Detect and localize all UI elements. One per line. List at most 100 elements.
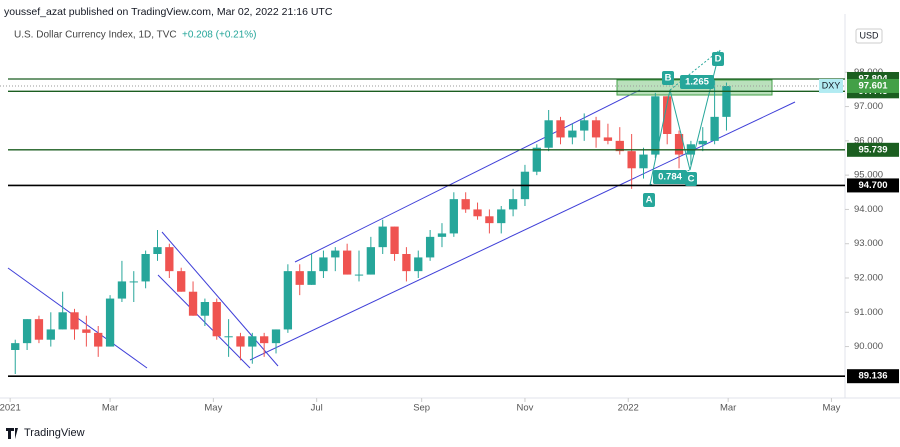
pattern-label-box: [643, 193, 655, 207]
candle-body: [165, 247, 174, 272]
ratio-box: [680, 75, 714, 89]
candle-body: [22, 319, 32, 344]
candle-body: [46, 329, 55, 340]
candle-body: [307, 271, 316, 285]
candle-body: [449, 199, 458, 234]
candle-body: [437, 233, 447, 237]
candle-body: [390, 226, 399, 254]
candle-body: [532, 147, 541, 172]
y-tick-label: 94.000: [854, 204, 883, 215]
y-tick-label: 96.000: [854, 135, 883, 146]
candle-body: [651, 96, 660, 155]
candle-body: [698, 140, 707, 145]
candle-body: [342, 250, 352, 275]
x-tick-label: 2021: [0, 403, 21, 414]
level-tag: [847, 142, 899, 157]
candle-body: [461, 199, 470, 210]
ratio-box: [653, 170, 687, 184]
x-tick-label: 2022: [618, 403, 639, 414]
candle-body: [283, 271, 293, 330]
pattern-label: C: [688, 174, 695, 185]
pattern-label-box: [685, 172, 697, 186]
candle-body: [58, 312, 67, 330]
candle-body: [663, 96, 672, 134]
x-tick-label: Jul: [311, 403, 323, 414]
candle-body: [378, 226, 387, 248]
candle-body: [271, 329, 281, 344]
candle-body: [117, 281, 127, 299]
ratio-label: 0.784: [658, 172, 682, 183]
y-tick-label: 95.000: [854, 170, 883, 181]
x-tick-label: Nov: [516, 403, 533, 414]
candle-body: [366, 247, 376, 275]
candle-body: [497, 209, 506, 224]
y-tick-label: 92.000: [854, 273, 883, 284]
candle-body: [425, 236, 435, 258]
pattern-label-box: [662, 71, 674, 85]
x-tick-label: Mar: [720, 403, 736, 414]
candle-body: [603, 137, 613, 141]
candle-body: [544, 120, 553, 148]
candle-body: [295, 271, 304, 285]
candle-body: [212, 302, 221, 337]
y-tick-label: 93.000: [854, 238, 883, 249]
x-tick-label: May: [822, 403, 840, 414]
last-price-label: 97.601: [858, 80, 888, 91]
candle-body: [70, 312, 79, 330]
candle-body: [485, 216, 494, 224]
candle-body: [591, 120, 601, 138]
candle-body: [331, 250, 340, 258]
level-label: 95.739: [858, 144, 887, 155]
level-label: 89.136: [858, 371, 887, 382]
x-tick-label: Mar: [102, 403, 118, 414]
candle-body: [722, 86, 731, 117]
candle-body: [627, 151, 636, 169]
candle-body: [105, 298, 115, 347]
candle-body: [177, 271, 186, 292]
level-label: 94.700: [858, 180, 887, 191]
pattern-label-box: [712, 52, 724, 66]
x-tick-label: Sep: [413, 403, 430, 414]
candle-body: [141, 254, 150, 282]
candle-body: [94, 332, 103, 347]
candle-body: [153, 247, 162, 254]
candle-body: [34, 319, 44, 340]
last-price-tag: [847, 78, 899, 93]
brand: TradingView: [24, 427, 85, 439]
candle-body: [556, 120, 565, 138]
candle-body: [580, 120, 589, 131]
pattern-label: B: [665, 73, 672, 84]
symbol-label: DXY: [822, 80, 841, 90]
price-change: +0.208 (+0.21%): [182, 30, 257, 41]
candle-body: [11, 343, 20, 350]
candle-body: [129, 281, 138, 283]
candle-body: [568, 130, 577, 138]
pattern-label: D: [715, 54, 722, 65]
candle-body: [319, 257, 328, 272]
level-tag: [847, 178, 899, 193]
candle-body: [674, 134, 684, 155]
brand-logo: [6, 428, 18, 439]
x-tick-label: May: [204, 403, 222, 414]
level-tag: [847, 369, 899, 384]
y-tick-label: 97.000: [854, 101, 883, 112]
symbol-title: U.S. Dollar Currency Index, 1D, TVC: [14, 30, 177, 41]
candle-body: [248, 336, 257, 347]
candle-body: [710, 116, 719, 141]
symbol-tag: [819, 78, 843, 93]
candle-body: [473, 209, 482, 217]
candle-body: [188, 291, 198, 316]
candle-body: [260, 336, 269, 344]
currency-box: [855, 28, 883, 44]
candle-body: [414, 257, 423, 272]
ratio-label: 1.265: [685, 77, 709, 88]
candle-body: [639, 154, 648, 169]
candle-body: [615, 140, 624, 152]
candle-body: [508, 199, 518, 210]
candle-body: [82, 329, 91, 333]
candle-body: [224, 336, 233, 338]
currency: USD: [859, 30, 879, 40]
candle-body: [236, 336, 245, 347]
publisher: youssef_azat published on TradingView.co…: [4, 6, 333, 18]
